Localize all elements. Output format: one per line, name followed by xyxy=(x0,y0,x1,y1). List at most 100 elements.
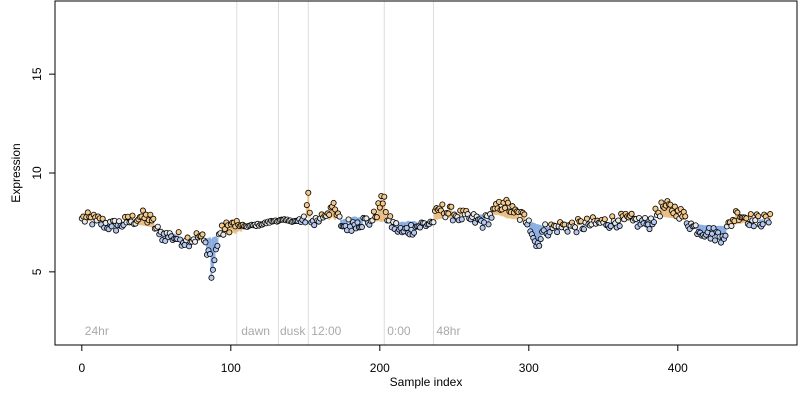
data-point xyxy=(682,213,689,220)
annotation-label: 12:00 xyxy=(311,324,341,338)
data-point xyxy=(445,210,452,217)
data-point xyxy=(536,242,543,249)
data-point xyxy=(458,216,465,223)
data-point xyxy=(192,238,199,245)
data-point xyxy=(580,226,587,233)
data-point xyxy=(692,222,699,229)
data-point xyxy=(208,274,215,281)
data-point xyxy=(305,189,312,196)
data-point xyxy=(542,221,549,228)
data-point xyxy=(382,209,389,216)
annotation-label: 0:00 xyxy=(387,324,411,338)
data-point xyxy=(652,205,659,212)
data-point xyxy=(755,213,762,220)
data-point xyxy=(206,251,213,258)
series-points xyxy=(78,189,774,281)
data-point xyxy=(345,216,352,223)
data-point xyxy=(311,222,318,229)
data-point xyxy=(488,214,495,221)
data-point xyxy=(214,242,221,249)
data-point xyxy=(326,211,333,218)
y-axis-title: Expression xyxy=(9,143,23,202)
x-tick-label: 400 xyxy=(668,361,688,375)
data-point xyxy=(615,217,622,224)
data-point xyxy=(99,215,106,222)
data-point xyxy=(332,206,339,213)
x-tick-label: 0 xyxy=(78,361,85,375)
data-point xyxy=(516,216,523,223)
data-point xyxy=(373,214,380,221)
data-point xyxy=(147,211,154,218)
data-point xyxy=(348,227,355,234)
data-point xyxy=(601,216,608,223)
x-tick-label: 300 xyxy=(519,361,539,375)
data-point xyxy=(671,203,678,210)
x-axis-title: Sample index xyxy=(390,375,463,389)
data-point xyxy=(449,217,456,224)
annotation-label: dawn xyxy=(241,324,270,338)
data-point xyxy=(209,266,216,273)
annotation-label: dusk xyxy=(280,324,306,338)
data-point xyxy=(376,204,383,211)
vertical-reference-lines xyxy=(236,1,434,345)
data-point xyxy=(226,229,233,236)
data-point xyxy=(504,199,511,206)
data-point xyxy=(734,209,741,216)
data-point xyxy=(728,222,735,229)
data-point xyxy=(650,219,657,226)
data-point xyxy=(184,234,191,241)
data-point xyxy=(564,228,571,235)
data-point xyxy=(202,239,209,246)
x-tick-label: 100 xyxy=(221,361,241,375)
y-tick-label: 10 xyxy=(30,166,44,180)
data-point xyxy=(129,212,136,219)
data-point xyxy=(306,209,313,216)
data-point xyxy=(525,217,532,224)
data-point xyxy=(616,222,623,229)
data-point xyxy=(139,207,146,214)
data-point xyxy=(765,219,772,226)
data-point xyxy=(607,223,614,230)
data-point xyxy=(411,229,418,236)
data-point xyxy=(330,199,337,206)
data-point xyxy=(387,213,394,220)
data-point xyxy=(712,237,719,244)
data-point xyxy=(354,219,361,226)
data-point xyxy=(303,202,310,209)
plot-frame xyxy=(54,0,798,346)
data-point xyxy=(571,224,578,231)
data-point xyxy=(430,219,437,226)
data-point xyxy=(150,215,157,222)
data-point xyxy=(381,193,388,200)
data-point xyxy=(108,223,115,230)
data-point xyxy=(199,231,206,238)
data-point xyxy=(220,231,227,238)
data-point xyxy=(750,223,757,230)
data-point xyxy=(358,224,365,231)
data-point xyxy=(628,210,635,217)
x-tick-label: 200 xyxy=(370,361,390,375)
data-point xyxy=(747,211,754,218)
data-point xyxy=(175,229,182,236)
y-tick-label: 15 xyxy=(30,67,44,81)
data-point xyxy=(393,220,400,227)
data-point xyxy=(646,226,653,233)
data-point xyxy=(154,223,161,230)
data-point xyxy=(573,229,580,236)
data-point xyxy=(448,203,455,210)
data-point xyxy=(501,204,508,211)
data-point xyxy=(485,221,492,228)
data-point xyxy=(537,236,544,243)
data-point xyxy=(300,213,307,220)
annotation-labels: 24hr dawn dusk 12:00 0:00 48hr xyxy=(85,324,461,338)
data-point xyxy=(722,232,729,239)
data-point xyxy=(521,211,528,218)
data-point xyxy=(546,229,553,236)
data-point xyxy=(302,219,309,226)
data-point xyxy=(113,227,120,234)
data-point xyxy=(336,213,343,220)
data-point xyxy=(479,224,486,231)
data-point xyxy=(642,214,649,221)
